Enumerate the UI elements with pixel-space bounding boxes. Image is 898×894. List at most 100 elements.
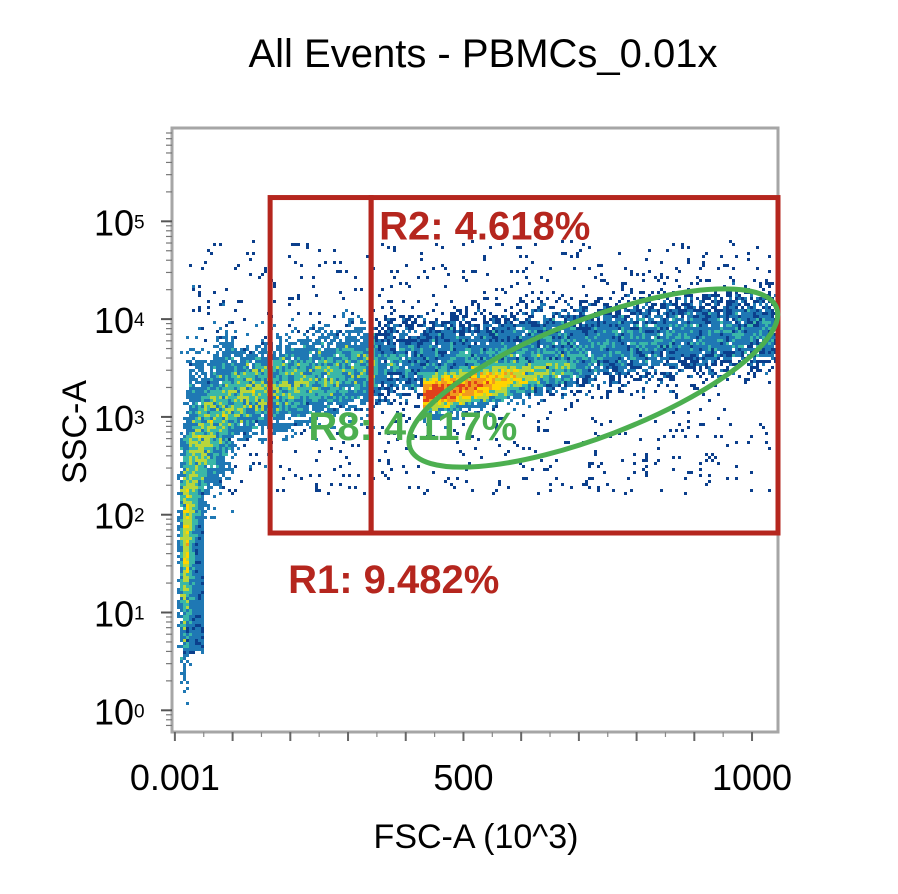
density-cell (198, 471, 201, 474)
density-cell (222, 465, 225, 468)
density-cell (354, 363, 357, 366)
density-cell (192, 537, 195, 540)
density-cell (276, 399, 279, 402)
density-cell (561, 339, 564, 342)
density-cell (252, 423, 255, 426)
density-cell (609, 366, 612, 369)
density-cell (738, 309, 741, 312)
density-cell (492, 342, 495, 345)
density-cell (198, 390, 201, 393)
density-cell (435, 357, 438, 360)
density-cell (198, 381, 201, 384)
density-cell (489, 330, 492, 333)
density-cell (456, 345, 459, 348)
density-cell (729, 300, 732, 303)
density-cell (459, 384, 462, 387)
density-cell (294, 393, 297, 396)
density-cell (666, 330, 669, 333)
density-cell (513, 375, 516, 378)
density-cell (222, 399, 225, 402)
density-cell (705, 360, 708, 363)
density-cell (255, 396, 258, 399)
density-cell (720, 327, 723, 330)
density-cell (474, 327, 477, 330)
density-cell (387, 363, 390, 366)
density-cell (732, 330, 735, 333)
density-cell (219, 423, 222, 426)
density-cell (339, 339, 342, 342)
density-cell (228, 396, 231, 399)
density-cell (321, 384, 324, 387)
density-cell (612, 321, 615, 324)
density-cell (183, 504, 186, 507)
density-cell (342, 312, 345, 315)
density-cell (294, 399, 297, 402)
density-cell (519, 393, 522, 396)
density-cell (354, 336, 357, 339)
density-cell (432, 366, 435, 369)
density-cell (261, 411, 264, 414)
density-cell (312, 396, 315, 399)
density-cell (282, 426, 285, 429)
density-cell (537, 363, 540, 366)
density-cell (201, 477, 204, 480)
density-cell (258, 366, 261, 369)
density-cell (570, 354, 573, 357)
density-cell (492, 330, 495, 333)
density-cell (390, 372, 393, 375)
density-cell (225, 438, 228, 441)
density-cell (426, 327, 429, 330)
density-cell (201, 369, 204, 372)
density-cell (183, 525, 186, 528)
density-cell (618, 342, 621, 345)
density-cell (246, 414, 249, 417)
density-cell (498, 348, 501, 351)
density-cell (360, 375, 363, 378)
density-cell (624, 366, 627, 369)
density-cell (762, 297, 765, 300)
density-cell (750, 318, 753, 321)
density-cell (297, 393, 300, 396)
density-cell (570, 339, 573, 342)
density-cell (282, 381, 285, 384)
density-cell (264, 360, 267, 363)
density-cell (756, 339, 759, 342)
density-cell (204, 399, 207, 402)
density-cell (219, 342, 222, 345)
density-cell (528, 354, 531, 357)
density-cell (207, 414, 210, 417)
density-cell (207, 387, 210, 390)
density-cell (360, 330, 363, 333)
density-cell (252, 351, 255, 354)
density-cell (297, 348, 300, 351)
density-cell (300, 387, 303, 390)
density-cell (705, 348, 708, 351)
density-cell (498, 318, 501, 321)
density-cell (312, 333, 315, 336)
density-cell (408, 378, 411, 381)
density-cell (414, 360, 417, 363)
density-cell (195, 372, 198, 375)
density-cell (738, 321, 741, 324)
density-cell (699, 300, 702, 303)
density-cell (351, 369, 354, 372)
density-cell (357, 375, 360, 378)
density-cell (645, 330, 648, 333)
density-cell (237, 375, 240, 378)
density-cell (273, 324, 276, 327)
density-cell (177, 615, 180, 618)
density-cell (384, 318, 387, 321)
density-cell (180, 564, 183, 567)
density-cell (513, 357, 516, 360)
density-cell (324, 411, 327, 414)
density-cell (228, 429, 231, 432)
density-cell (675, 366, 678, 369)
density-cell (762, 354, 765, 357)
density-cell (363, 321, 366, 324)
density-cell (660, 321, 663, 324)
density-cell (396, 372, 399, 375)
density-cell (219, 360, 222, 363)
density-cell (207, 351, 210, 354)
density-cell (291, 387, 294, 390)
density-cell (291, 363, 294, 366)
